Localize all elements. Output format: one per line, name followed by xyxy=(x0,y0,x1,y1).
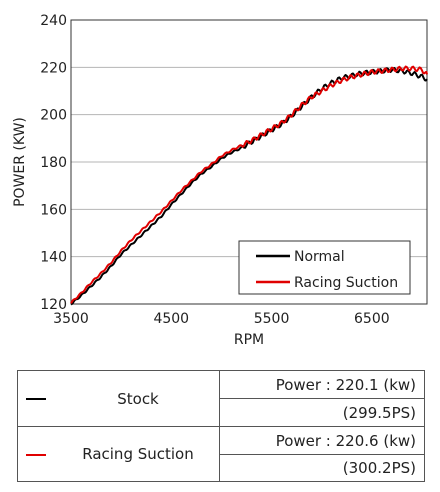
table-divider-row2 xyxy=(220,454,424,455)
x-tick-label-4500: 4500 xyxy=(153,311,189,327)
x-tick-labels: 3500 4500 5500 6500 xyxy=(53,311,389,327)
y-tick-label-160: 160 xyxy=(40,202,67,218)
x-tick-label-3500: 3500 xyxy=(53,311,89,327)
racing-suction-ps: (300.2PS) xyxy=(342,459,416,477)
y-tick-label-200: 200 xyxy=(40,108,67,124)
legend: Normal Racing Suction xyxy=(238,240,411,295)
racing-suction-label: Racing Suction xyxy=(82,445,194,463)
racing-suction-swatch xyxy=(26,454,46,456)
stock-ps: (299.5PS) xyxy=(342,403,416,422)
table-divider-row1 xyxy=(220,398,424,399)
power-chart: 120 140 160 180 200 220 240 3500 4500 5500 6500 R… xyxy=(12,13,428,348)
legend-label-racing-suction: Racing Suction xyxy=(294,275,398,291)
racing-suction-power: Power : 220.6 (kw) xyxy=(275,431,416,450)
grid-lines xyxy=(71,66,427,258)
legend-label-normal: Normal xyxy=(294,249,345,265)
y-tick-label-180: 180 xyxy=(40,155,67,171)
table-divider-middle xyxy=(18,426,424,427)
x-tick-label-6500: 6500 xyxy=(354,311,390,327)
plot-area xyxy=(70,19,428,305)
x-tick-label-5500: 5500 xyxy=(254,311,290,327)
y-tick-label-120: 120 xyxy=(40,297,67,313)
y-tick-label-240: 240 xyxy=(40,13,67,29)
y-axis-label: POWER (KW) xyxy=(12,117,28,207)
series-line-racing-suction xyxy=(70,65,428,304)
y-tick-label-140: 140 xyxy=(40,250,67,266)
summary-table: Stock Power : 220.1 (kw) (299.5PS) Racin… xyxy=(17,370,425,482)
y-tick-labels: 120 140 160 180 200 220 240 xyxy=(40,13,67,313)
series-layer xyxy=(70,65,428,306)
stock-power: Power : 220.1 (kw) xyxy=(275,375,416,394)
y-tick-label-220: 220 xyxy=(40,60,67,76)
x-axis-label: RPM xyxy=(234,332,264,348)
stock-swatch xyxy=(26,398,46,400)
legend-box xyxy=(238,240,411,295)
stock-label: Stock xyxy=(117,389,159,408)
